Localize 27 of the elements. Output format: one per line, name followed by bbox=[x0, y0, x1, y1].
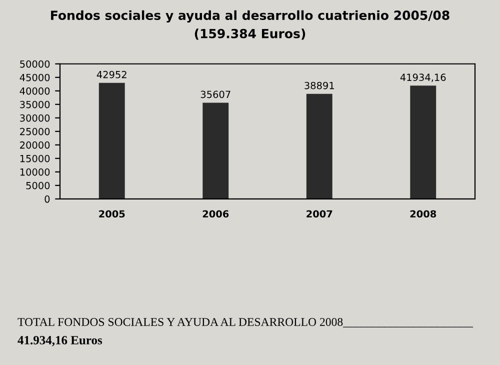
y-tick-label: 40000 bbox=[20, 87, 50, 95]
bar bbox=[306, 94, 332, 199]
y-tick-label: 15000 bbox=[20, 154, 50, 162]
y-tick-label: 5000 bbox=[26, 182, 50, 190]
chart-title: Fondos sociales y ayuda al desarrollo cuatrienio 2005/08 bbox=[51, 10, 450, 23]
x-tick-label: 2008 bbox=[410, 210, 436, 218]
y-tick-label: 50000 bbox=[20, 60, 50, 68]
bar bbox=[98, 82, 125, 199]
x-tick-label: 2006 bbox=[202, 210, 229, 218]
data-label: 42952 bbox=[96, 70, 126, 78]
data-label: 35607 bbox=[200, 90, 230, 98]
y-tick-label: 45000 bbox=[20, 74, 50, 82]
x-tick-label: 2007 bbox=[306, 210, 332, 218]
bar bbox=[410, 86, 436, 199]
text: TOTAL FONDOS SOCIALES Y AYUDA AL DESARROLLO 2008______________________ bbox=[18, 318, 474, 328]
data-label: 41934,16 bbox=[400, 74, 446, 82]
chart-subtitle: (159.384 Euros) bbox=[194, 28, 306, 40]
x-tick-label: 2005 bbox=[99, 210, 125, 218]
y-tick-label: 30000 bbox=[20, 114, 50, 122]
y-tick-label: 0 bbox=[44, 195, 50, 203]
text: 41.934,16 Euros bbox=[18, 336, 102, 346]
y-tick-label: 20000 bbox=[20, 141, 50, 149]
y-tick-label: 35000 bbox=[20, 100, 50, 108]
data-label: 38891 bbox=[304, 82, 334, 90]
y-tick-label: 10000 bbox=[20, 168, 50, 176]
y-tick-label: 25000 bbox=[20, 128, 50, 136]
bar bbox=[202, 102, 229, 199]
